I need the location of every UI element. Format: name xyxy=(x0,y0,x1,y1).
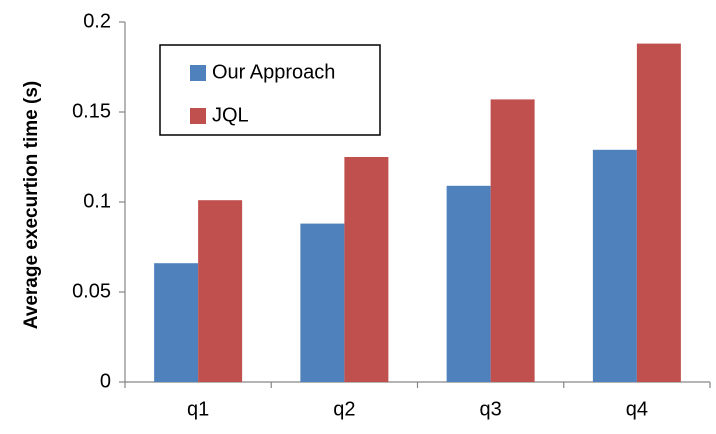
legend: Our Approach JQL xyxy=(159,44,381,136)
y-axis-title: Average execurtion time (s) xyxy=(21,81,42,330)
legend-label: Our Approach xyxy=(212,61,335,83)
y-tick-label: 0.05 xyxy=(72,280,111,302)
bar xyxy=(300,223,345,382)
x-tick-label: q2 xyxy=(333,398,355,420)
y-tick-label: 0 xyxy=(100,370,111,392)
bar xyxy=(636,43,681,382)
bar xyxy=(344,157,389,382)
plot-area: 0 0.05 0.1 0.15 0.2 q1 q2 q3 q4 xyxy=(72,10,711,420)
legend-swatch xyxy=(190,108,206,124)
x-tick-label: q4 xyxy=(626,398,648,420)
bar xyxy=(446,185,491,382)
y-tick-label: 0.1 xyxy=(83,190,111,212)
bar xyxy=(490,99,535,383)
y-tick-label: 0.15 xyxy=(72,100,111,122)
x-tick-label: q3 xyxy=(480,398,502,420)
legend-label: JQL xyxy=(212,104,249,126)
x-tick-label: q1 xyxy=(187,398,209,420)
bar xyxy=(154,263,199,382)
y-tick-label: 0.2 xyxy=(83,10,111,32)
legend-swatch xyxy=(190,65,206,81)
bar xyxy=(592,149,637,382)
bar xyxy=(198,200,243,382)
